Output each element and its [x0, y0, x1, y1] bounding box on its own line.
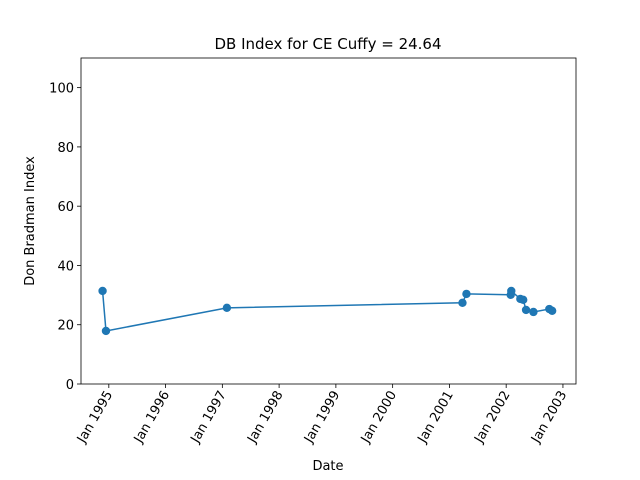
y-tick-label: 80 [57, 141, 74, 156]
point [458, 298, 467, 307]
x-tick-label: Jan 2001 [415, 389, 457, 447]
x-tick-label: Jan 1999 [301, 389, 343, 447]
x-tick-label: Jan 1996 [131, 389, 173, 447]
y-tick-label: 100 [49, 82, 74, 97]
point [521, 305, 531, 315]
x-tick-label: Jan 1998 [244, 389, 286, 447]
plot-frame [80, 57, 577, 385]
point [222, 303, 232, 313]
y-tick-label: 40 [57, 259, 74, 274]
point [462, 289, 471, 299]
point [98, 286, 107, 296]
series-line [101, 289, 553, 332]
point [529, 307, 538, 317]
point [547, 306, 557, 315]
y-tick-label: 0 [66, 378, 74, 393]
x-tick-label: Jan 1997 [188, 389, 230, 447]
point [101, 326, 111, 336]
x-axis-label: Date [312, 459, 343, 474]
x-tick-label: Jan 2000 [358, 389, 400, 447]
point [519, 295, 528, 305]
x-tick-label: Jan 1995 [74, 389, 116, 447]
y-tick-label: 20 [57, 319, 74, 334]
y-axis-label: Don Bradman Index [23, 156, 38, 286]
chart-title: DB Index for CE Cuffy = 24.64 [214, 35, 441, 53]
x-tick-label: Jan 2002 [472, 388, 514, 446]
y-tick-label: 60 [57, 200, 74, 215]
x-tick-label: Jan 2003 [528, 389, 570, 447]
point [507, 286, 516, 296]
